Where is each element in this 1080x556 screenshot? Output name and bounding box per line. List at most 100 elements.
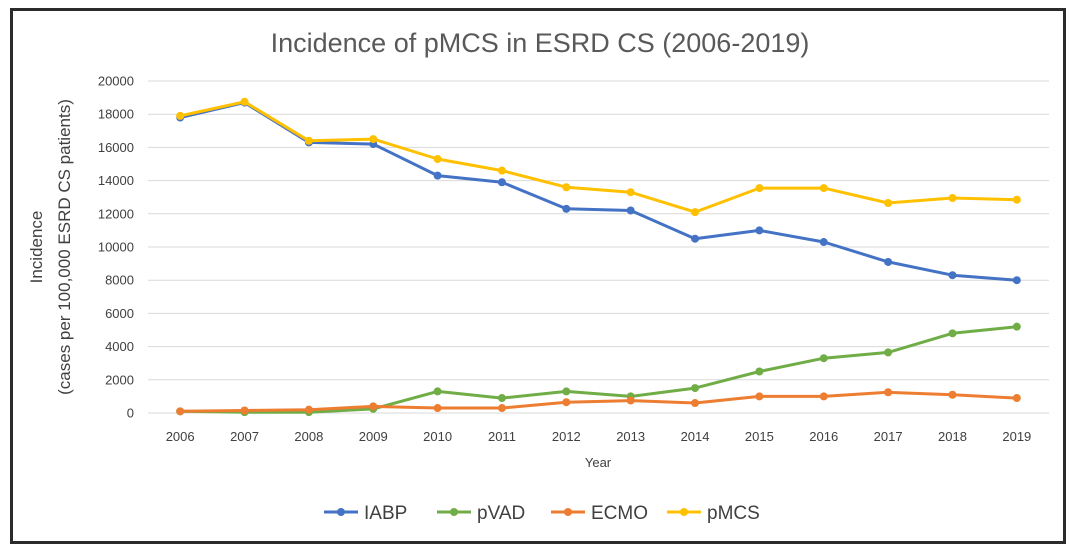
y-tick-label: 8000 — [105, 273, 134, 288]
series-line-iabp — [178, 101, 1019, 282]
legend-item-pvad: pVAD — [437, 503, 525, 524]
legend-item-ecmo: ECMO — [551, 503, 648, 524]
chart-frame — [10, 8, 1066, 544]
data-point-pmcs — [176, 111, 185, 120]
data-point-iabp — [755, 226, 764, 235]
data-point-ecmo — [369, 402, 378, 411]
data-point-ecmo — [819, 392, 828, 401]
data-point-pvad — [819, 354, 828, 363]
series-iabp — [176, 98, 1021, 285]
data-point-pvad — [884, 348, 893, 357]
data-point-pvad — [562, 387, 571, 396]
data-point-ecmo — [304, 405, 313, 414]
data-point-pvad — [691, 384, 700, 393]
y-axis-title-line-2: (cases per 100,000 ESRD CS patients) — [55, 99, 74, 395]
x-tick-label: 2014 — [681, 429, 710, 444]
data-point-iabp — [497, 178, 506, 187]
y-tick-label: 12000 — [98, 206, 134, 221]
data-point-ecmo — [1012, 394, 1021, 403]
x-tick-label: 2008 — [294, 429, 323, 444]
series-line-ecmo — [178, 390, 1019, 413]
legend-swatch-marker — [337, 508, 345, 516]
data-point-iabp — [884, 257, 893, 266]
x-tick-label: 2018 — [938, 429, 967, 444]
data-point-pmcs — [819, 184, 828, 193]
x-tick-label: 2010 — [423, 429, 452, 444]
legend-label: pMCS — [707, 503, 760, 524]
y-tick-label: 16000 — [98, 140, 134, 155]
x-tick-label: 2006 — [166, 429, 195, 444]
x-tick-label: 2012 — [552, 429, 581, 444]
y-tick-label: 2000 — [105, 372, 134, 387]
x-tick-label: 2011 — [488, 429, 516, 444]
legend-item-iabp: IABP — [324, 503, 407, 524]
data-point-ecmo — [240, 406, 249, 415]
data-point-pmcs — [304, 136, 313, 145]
data-point-ecmo — [433, 404, 442, 413]
data-point-pmcs — [755, 184, 764, 193]
data-point-iabp — [433, 171, 442, 180]
x-tick-label: 2019 — [1002, 429, 1031, 444]
data-point-iabp — [819, 238, 828, 247]
data-point-ecmo — [755, 392, 764, 401]
chart-title: Incidence of pMCS in ESRD CS (2006-2019) — [271, 28, 810, 58]
legend-label: pVAD — [477, 503, 525, 524]
data-point-pmcs — [948, 194, 957, 203]
data-point-iabp — [626, 206, 635, 215]
y-axis-ticks: 0 2000 4000 6000 8000 10000 12000 14000 16000 180… — [98, 74, 134, 421]
data-point-pvad — [497, 394, 506, 403]
data-point-pvad — [755, 367, 764, 376]
data-point-ecmo — [176, 407, 185, 416]
data-point-pmcs — [626, 188, 635, 197]
data-point-ecmo — [691, 399, 700, 408]
legend-swatch-marker — [680, 508, 688, 516]
series-ecmo — [176, 388, 1021, 416]
gridlines — [148, 80, 1049, 414]
legend: IABP pVAD ECMO pMCS — [324, 503, 760, 524]
data-point-pvad — [1012, 322, 1021, 331]
legend-item-pmcs: pMCS — [667, 503, 760, 524]
data-point-pvad — [948, 329, 957, 338]
data-point-ecmo — [497, 404, 506, 413]
x-tick-label: 2007 — [230, 429, 259, 444]
data-point-iabp — [948, 271, 957, 280]
x-tick-label: 2013 — [616, 429, 645, 444]
legend-swatch-marker — [564, 508, 572, 516]
data-point-ecmo — [948, 390, 957, 399]
series-lines — [176, 97, 1021, 417]
y-tick-label: 6000 — [105, 306, 134, 321]
x-tick-label: 2009 — [359, 429, 388, 444]
x-axis-title: Year — [585, 455, 612, 470]
data-point-pmcs — [433, 155, 442, 164]
data-point-iabp — [1012, 276, 1021, 285]
series-line-pmcs — [178, 100, 1019, 214]
x-tick-label: 2016 — [809, 429, 838, 444]
y-tick-label: 14000 — [98, 173, 134, 188]
data-point-pmcs — [884, 199, 893, 208]
data-point-pmcs — [497, 166, 506, 175]
legend-swatch-marker — [450, 508, 458, 516]
y-tick-label: 4000 — [105, 339, 134, 354]
y-tick-label: 0 — [127, 406, 134, 421]
data-point-pmcs — [1012, 195, 1021, 204]
y-axis-title-line-1: Incidence — [27, 211, 46, 284]
series-line-pvad — [178, 325, 1019, 414]
x-axis-ticks: 2006 2007 2008 2009 2010 2011 2012 2013 2014 2015… — [166, 429, 1032, 444]
y-tick-label: 18000 — [98, 107, 134, 122]
data-point-iabp — [562, 204, 571, 213]
y-tick-label: 10000 — [98, 240, 134, 255]
data-point-iabp — [691, 234, 700, 243]
legend-label: IABP — [364, 503, 407, 524]
data-point-pmcs — [691, 208, 700, 217]
data-point-ecmo — [884, 388, 893, 397]
data-point-ecmo — [562, 398, 571, 407]
y-tick-label: 20000 — [98, 74, 134, 89]
x-tick-label: 2015 — [745, 429, 774, 444]
data-point-pmcs — [369, 135, 378, 144]
legend-label: ECMO — [591, 503, 648, 524]
series-pmcs — [176, 97, 1021, 217]
data-point-pvad — [433, 387, 442, 396]
data-point-pmcs — [562, 183, 571, 192]
x-tick-label: 2017 — [874, 429, 903, 444]
